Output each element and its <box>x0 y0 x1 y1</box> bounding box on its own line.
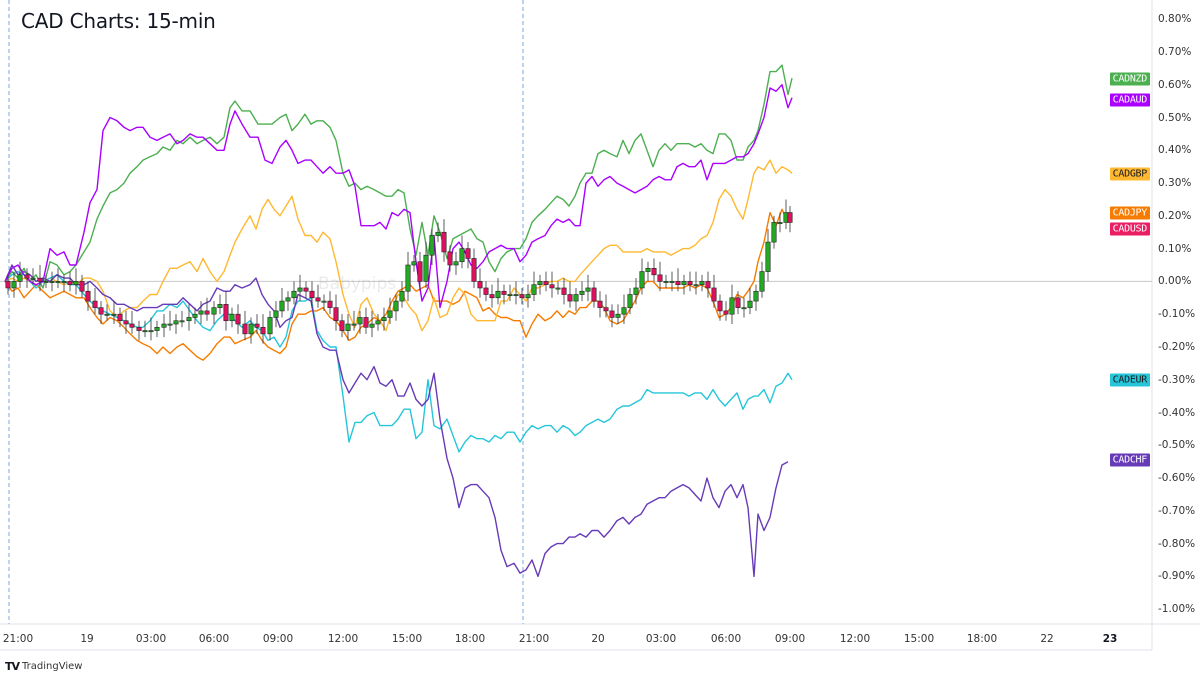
series-tag-cadchf[interactable]: CADCHF <box>1109 453 1150 467</box>
y-tick-label: -0.80% <box>1158 537 1196 550</box>
x-tick-label: 09:00 <box>262 633 294 645</box>
x-tick-label: 06:00 <box>198 633 230 645</box>
x-tick-label: 18:00 <box>454 633 486 645</box>
y-tick-label: 0.50% <box>1158 111 1192 124</box>
x-tick-label: 21:00 <box>518 633 550 645</box>
series-tag-cadeur[interactable]: CADEUR <box>1109 373 1150 387</box>
y-tick-label: -0.10% <box>1158 308 1196 321</box>
chart-title: CAD Charts: 15-min <box>21 9 216 33</box>
x-tick-label: 12:00 <box>327 633 359 645</box>
series-line-cadgbp[interactable] <box>4 159 793 332</box>
series-tag-cadaud[interactable]: CADAUD <box>1109 93 1150 107</box>
x-tick-label: 03:00 <box>645 633 677 645</box>
y-tick-label: -0.20% <box>1158 340 1196 353</box>
x-tick-label: 21:00 <box>2 633 34 645</box>
y-tick-label: 0.40% <box>1158 144 1192 157</box>
x-tick-label: 18:00 <box>966 633 998 645</box>
y-tick-label: -0.30% <box>1158 373 1196 386</box>
x-tick-label: 20 <box>591 633 605 645</box>
x-tick-label: 23 <box>1102 633 1118 645</box>
x-tick-label: 19 <box>80 633 94 645</box>
y-tick-label: -0.60% <box>1158 472 1196 485</box>
x-tick-label: 15:00 <box>903 633 935 645</box>
y-tick-label: -0.50% <box>1158 439 1196 452</box>
x-tick-label: 15:00 <box>391 633 423 645</box>
y-tick-label: -0.70% <box>1158 504 1196 517</box>
x-tick-label: 03:00 <box>135 633 167 645</box>
series-candles-cadusd[interactable] <box>5 199 793 344</box>
watermark: Babypips <box>318 274 397 294</box>
y-tick-label: -0.40% <box>1158 406 1196 419</box>
x-tick-label: 06:00 <box>710 633 742 645</box>
y-tick-label: 0.10% <box>1158 242 1192 255</box>
series-tag-cadgbp[interactable]: CADGBP <box>1109 167 1150 181</box>
series-line-cadeur[interactable] <box>4 270 793 453</box>
tradingview-logo-icon: TV <box>5 660 20 673</box>
series-tag-cadjpy[interactable]: CADJPY <box>1109 206 1150 220</box>
x-tick-label: 12:00 <box>839 633 871 645</box>
y-tick-label: 0.30% <box>1158 177 1192 190</box>
y-tick-label: 0.70% <box>1158 45 1192 58</box>
x-tick-label: 22 <box>1040 633 1054 645</box>
y-tick-label: 0.20% <box>1158 209 1192 222</box>
series-line-cadjpy[interactable] <box>4 208 793 361</box>
y-tick-label: -0.90% <box>1158 570 1196 583</box>
y-tick-label: -1.00% <box>1158 603 1196 616</box>
series-tag-cadusd[interactable]: CADUSD <box>1109 222 1150 236</box>
tradingview-label: TradingView <box>22 661 83 672</box>
y-tick-label: 0.80% <box>1158 13 1192 26</box>
x-tick-label: 09:00 <box>774 633 806 645</box>
y-tick-label: 0.00% <box>1158 275 1192 288</box>
series-line-cadnzd[interactable] <box>4 64 793 289</box>
series-line-cadchf[interactable] <box>4 264 789 578</box>
tradingview-branding[interactable]: TV TradingView <box>5 660 82 673</box>
series-tag-cadnzd[interactable]: CADNZD <box>1109 72 1150 86</box>
y-tick-label: 0.60% <box>1158 78 1192 91</box>
series-line-cadaud[interactable] <box>4 83 793 309</box>
